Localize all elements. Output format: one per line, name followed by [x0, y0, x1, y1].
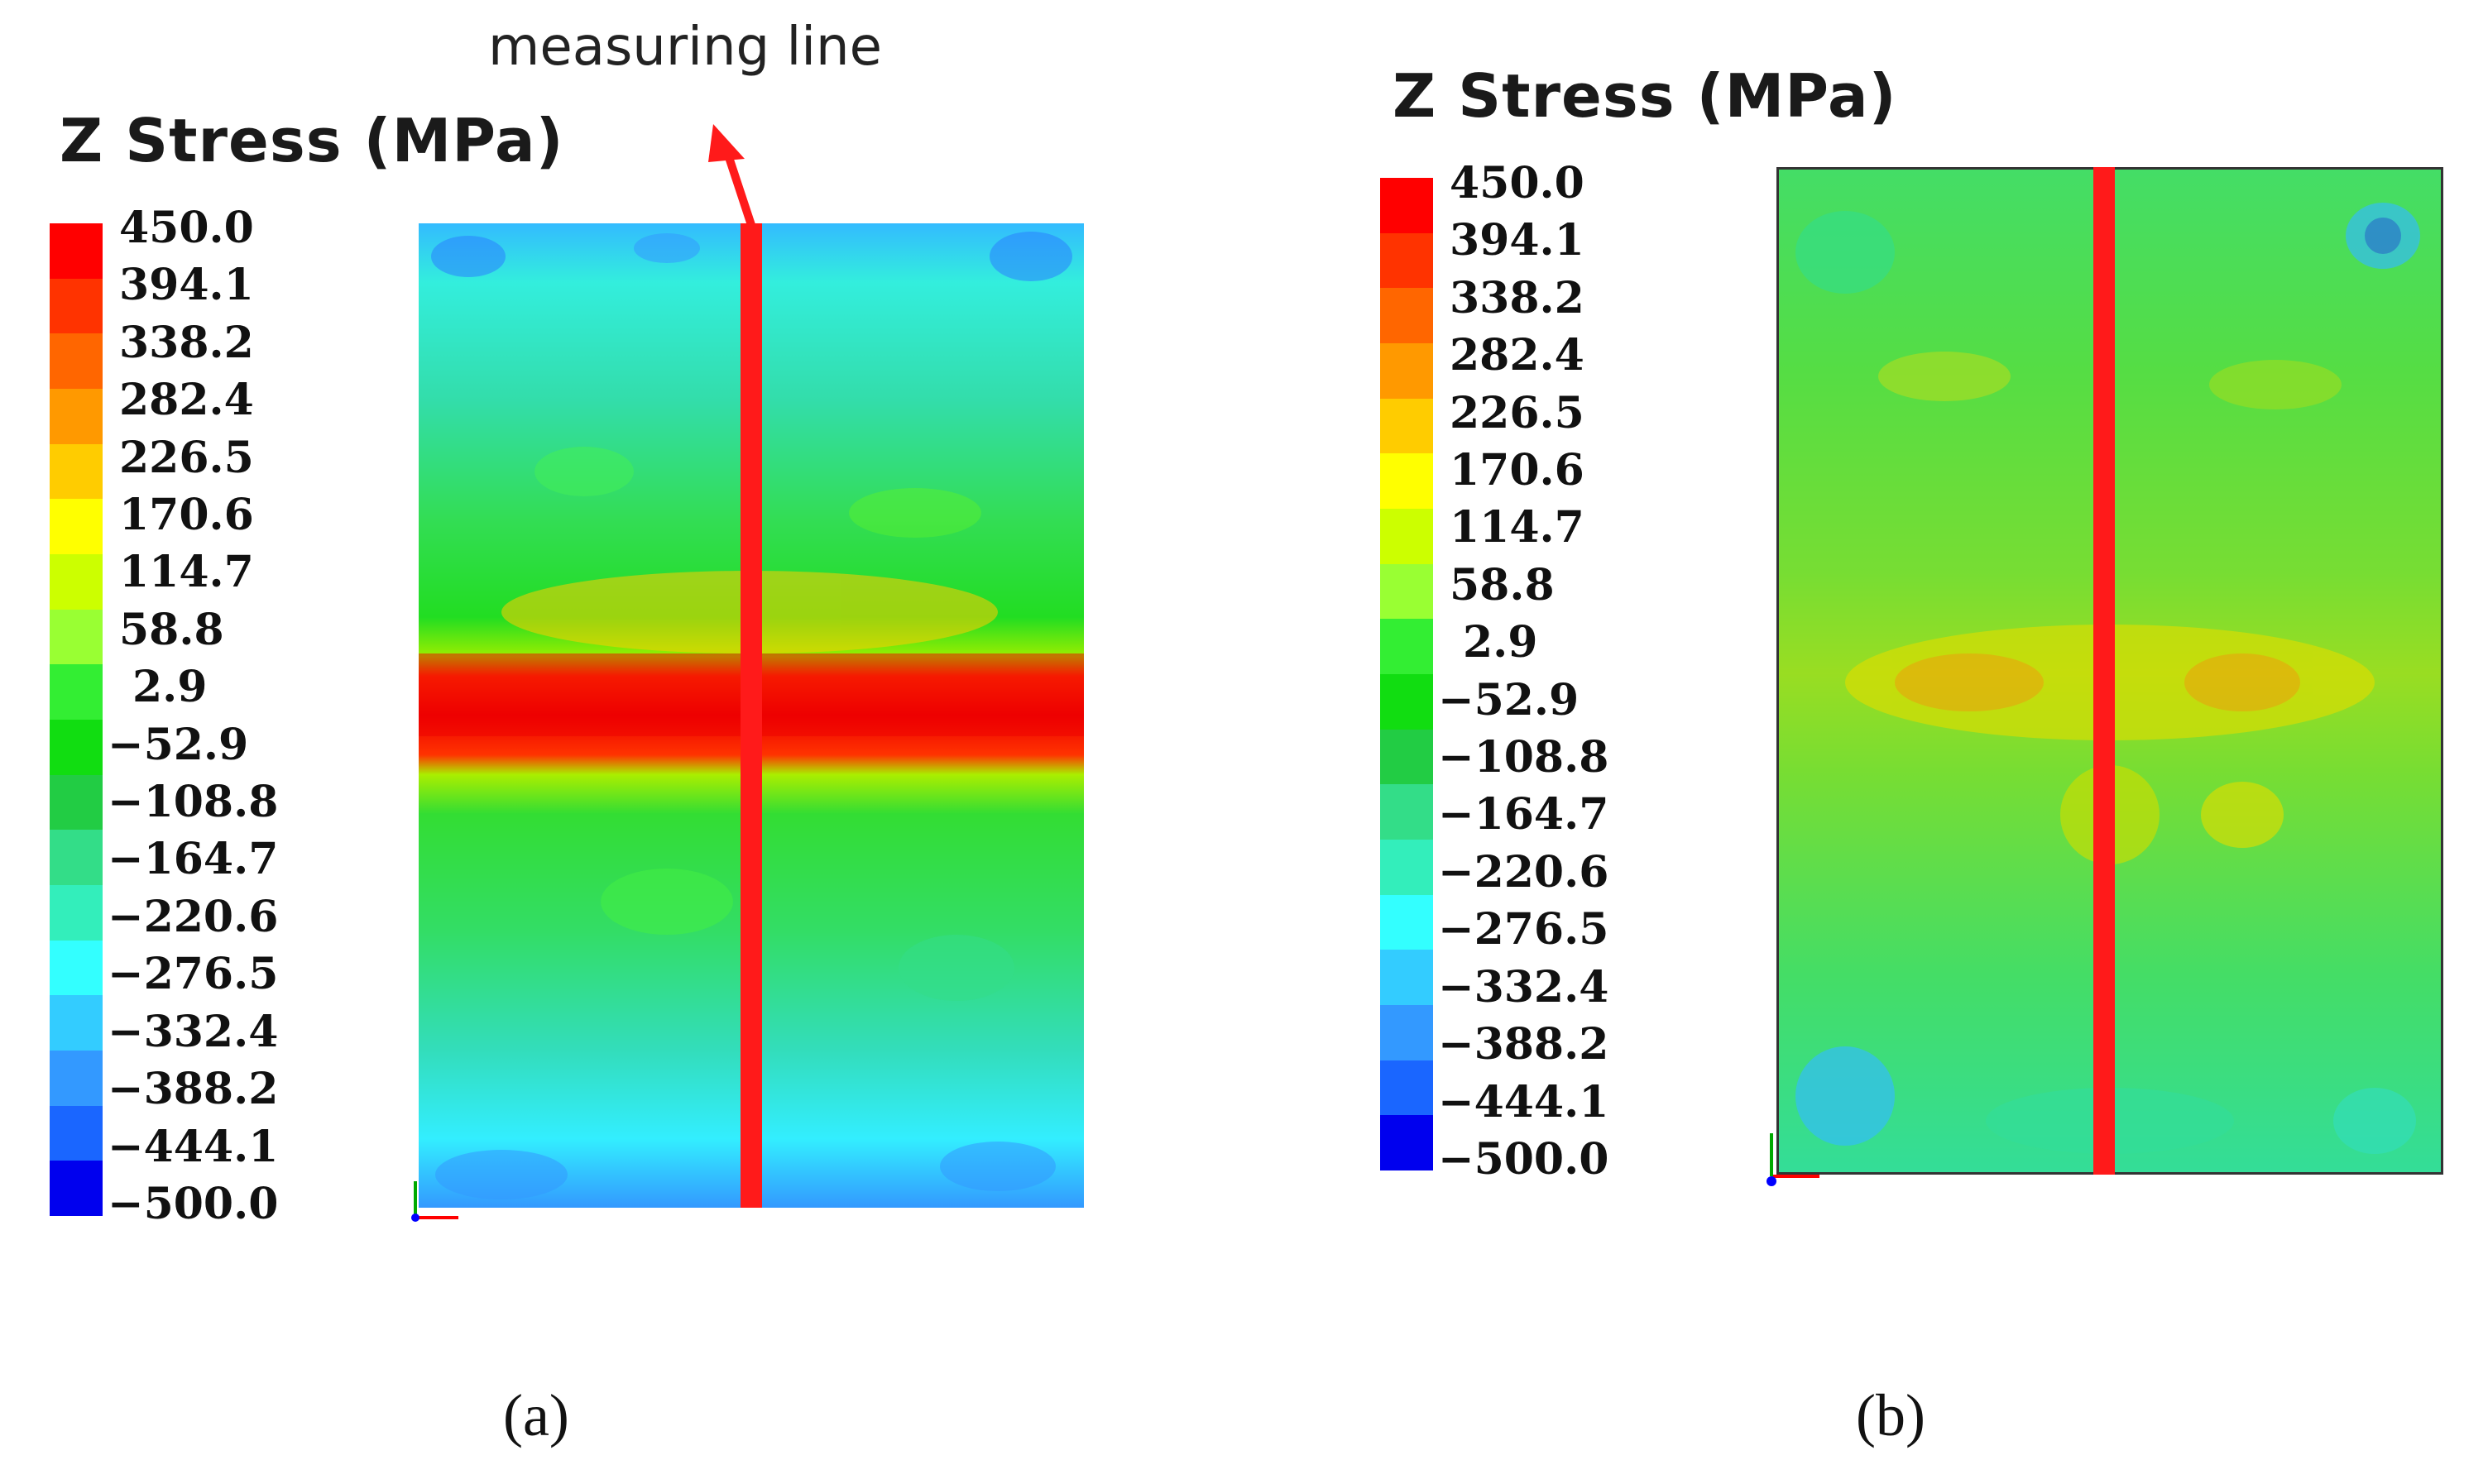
color-scale-label: 226.5: [119, 432, 254, 483]
color-scale-swatch: [1380, 674, 1433, 730]
color-scale-swatch: [1380, 729, 1433, 785]
color-scale-label: −52.9: [1438, 674, 1580, 725]
measuring-line: [741, 223, 762, 1208]
color-scale-labels: 450.0 394.1 338.2 282.4 226.5 170.6 114.7 58.8 2…: [1438, 162, 1608, 1181]
color-scale-swatch: [50, 554, 103, 610]
measuring-line-label: measuring line: [488, 17, 882, 78]
panel-a: Z Stress (MPa) 450.0 394.1 338.2 282.4 226.5…: [50, 17, 1084, 1448]
color-scale-swatch: [1380, 1060, 1433, 1116]
color-scale-swatch: [1380, 894, 1433, 950]
legend-title: Z Stress (MPa): [60, 106, 564, 175]
color-scale-label: −220.6: [1438, 846, 1609, 898]
color-scale-swatch: [1380, 840, 1433, 895]
color-scale-label: 282.4: [1450, 330, 1584, 381]
color-scale-swatch: [50, 499, 103, 555]
color-scale-label: 58.8: [119, 604, 224, 655]
color-scale-label: −220.6: [108, 891, 279, 942]
color-scale-swatch: [50, 389, 103, 444]
color-scale-swatch: [1380, 453, 1433, 510]
color-scale-label: 450.0: [119, 203, 254, 253]
color-scale-swatch: [50, 1051, 103, 1106]
color-scale-swatch: [50, 443, 103, 500]
annotation-arrow-layer: [708, 124, 755, 227]
color-scale-bar: [1380, 178, 1433, 1171]
color-scale-swatch: [1380, 178, 1433, 233]
color-scale-swatch: [50, 278, 103, 334]
color-scale-label: −388.2: [108, 1064, 279, 1115]
color-scale-label: −276.5: [1438, 904, 1609, 955]
color-scale-label: −388.2: [1438, 1019, 1609, 1070]
color-scale-label: 338.2: [1450, 272, 1584, 323]
color-scale-swatch: [50, 1105, 103, 1161]
color-scale-swatch: [50, 720, 103, 775]
color-scale-swatch: [1380, 784, 1433, 840]
color-scale-swatch: [1380, 563, 1433, 620]
color-scale-swatch: [50, 995, 103, 1051]
color-scale-swatch: [1380, 288, 1433, 344]
color-scale-label: −500.0: [108, 1178, 279, 1229]
legend-title: Z Stress (MPa): [1393, 61, 1897, 131]
color-scale-swatch: [50, 609, 103, 665]
color-scale-label: 170.6: [119, 490, 254, 541]
color-scale-label: −332.4: [1438, 961, 1609, 1012]
color-scale-label: 170.6: [1450, 445, 1584, 496]
color-scale-label: 58.8: [1450, 559, 1555, 610]
color-scale-swatch: [50, 223, 103, 279]
color-scale-label: 282.4: [119, 375, 254, 426]
color-scale-swatch: [1380, 619, 1433, 675]
color-scale-label: −332.4: [108, 1006, 279, 1057]
color-scale-label: −500.0: [1438, 1133, 1609, 1185]
color-scale-label: 394.1: [1450, 215, 1584, 266]
color-scale-label: −444.1: [108, 1121, 279, 1172]
color-scale-swatch: [50, 1161, 103, 1217]
color-scale-label: −52.9: [108, 719, 249, 770]
color-scale-label: 338.2: [119, 317, 254, 368]
color-scale-swatch: [1380, 232, 1433, 289]
color-scale-label: −108.8: [1438, 732, 1609, 783]
color-scale-swatch: [1380, 398, 1433, 454]
color-scale-swatch: [50, 333, 103, 390]
color-scale-label: 114.7: [119, 547, 254, 598]
color-scale-label: −164.7: [108, 834, 279, 885]
measuring-line: [2093, 167, 2115, 1175]
color-scale-label: 226.5: [1450, 387, 1584, 438]
caption-a: (a): [503, 1382, 569, 1448]
color-scale-label: 2.9: [132, 662, 208, 713]
coordinate-axes-icon: [1767, 1133, 1819, 1186]
color-scale-label: −444.1: [1438, 1076, 1609, 1127]
color-scale-label: 2.9: [1463, 617, 1538, 668]
color-scale-swatch: [1380, 343, 1433, 399]
color-scale-swatch: [50, 774, 103, 831]
color-scale-swatch: [1380, 950, 1433, 1006]
color-scale-swatch: [1380, 1005, 1433, 1060]
color-scale-label: −164.7: [1438, 789, 1609, 840]
color-scale-label: 394.1: [119, 260, 254, 311]
color-scale-swatch: [50, 830, 103, 886]
caption-b: (b): [1856, 1382, 1925, 1448]
color-scale-labels: 450.0 394.1 338.2 282.4 226.5 170.6 114.7 58.8 2…: [108, 207, 278, 1226]
color-scale-label: −108.8: [108, 777, 279, 828]
panel-b: Z Stress (MPa) 450.0 394.1 338.2 282.4 226.5…: [1244, 0, 2487, 1484]
color-scale-bar: [50, 223, 103, 1217]
color-scale-swatch: [50, 940, 103, 996]
color-scale-label: 114.7: [1450, 502, 1584, 553]
color-scale-swatch: [50, 885, 103, 941]
color-scale-swatch: [1380, 1115, 1433, 1171]
color-scale-label: −276.5: [108, 949, 279, 1000]
arrow-head-icon: [708, 124, 745, 162]
color-scale-swatch: [1380, 509, 1433, 564]
color-scale-label: 450.0: [1450, 158, 1584, 208]
coordinate-axes-icon: [411, 1181, 458, 1222]
color-scale-swatch: [50, 664, 103, 720]
